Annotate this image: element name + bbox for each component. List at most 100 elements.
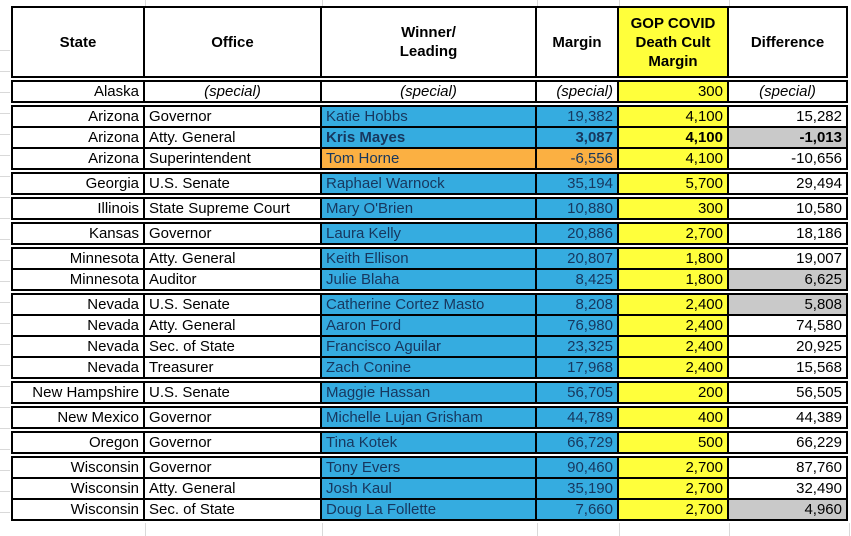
cell-office[interactable]: Governor [145,224,322,243]
header-difference[interactable]: Difference [729,8,846,76]
cell-margin[interactable]: 3,087 [537,128,619,147]
cell-state[interactable]: Illinois [13,199,145,218]
cell-state[interactable]: Wisconsin [13,458,145,477]
cell-difference[interactable]: 10,580 [796,200,842,217]
cell-state[interactable]: Nevada [13,295,145,314]
cell-difference[interactable]: 15,568 [796,359,842,376]
cell-winner[interactable]: Raphael Warnock [322,174,537,193]
cell-office[interactable]: Atty. General [145,479,322,498]
cell-difference[interactable]: 32,490 [796,480,842,497]
cell-state[interactable]: New Mexico [13,408,145,427]
cell-margin[interactable]: 56,705 [537,383,619,402]
cell-gop-margin[interactable]: 4,100 [619,149,729,168]
header-winner[interactable]: Winner/Leading [322,8,537,76]
cell-winner[interactable]: Zach Conine [322,358,537,377]
cell-margin[interactable]: 17,968 [537,358,619,377]
cell-state[interactable]: New Hampshire [13,383,145,402]
cell-difference[interactable]: 6,625 [729,270,846,289]
cell-office[interactable]: (special) [145,82,322,101]
cell-margin[interactable]: -6,556 [537,149,619,168]
cell-margin[interactable]: 8,425 [537,270,619,289]
cell-state[interactable]: Nevada [13,358,145,377]
cell-winner[interactable]: Julie Blaha [322,270,537,289]
cell-margin[interactable]: 20,807 [537,249,619,268]
cell-difference[interactable]: 74,580 [796,317,842,334]
cell-margin[interactable]: 10,880 [537,199,619,218]
cell-state[interactable]: Wisconsin [13,479,145,498]
cell-office[interactable]: Treasurer [145,358,322,377]
cell-gop-margin[interactable]: 2,400 [619,358,729,377]
cell-gop-margin[interactable]: 300 [619,82,729,101]
cell-gop-margin[interactable]: 4,100 [619,107,729,126]
cell-winner[interactable]: Catherine Cortez Masto [322,295,537,314]
cell-gop-margin[interactable]: 1,800 [619,270,729,289]
cell-winner[interactable]: Josh Kaul [322,479,537,498]
cell-office[interactable]: Atty. General [145,316,322,335]
cell-margin[interactable]: 7,660 [537,500,619,519]
cell-state[interactable]: Wisconsin [13,500,145,519]
cell-state[interactable]: Arizona [13,149,145,168]
cell-difference[interactable]: 66,229 [796,434,842,451]
cell-difference[interactable]: 87,760 [796,459,842,476]
header-margin[interactable]: Margin [537,8,619,76]
cell-gop-margin[interactable]: 2,400 [619,337,729,356]
cell-winner[interactable]: Tom Horne [322,149,537,168]
cell-gop-margin[interactable]: 2,700 [619,458,729,477]
cell-gop-margin[interactable]: 4,100 [619,128,729,147]
cell-difference[interactable]: 20,925 [796,338,842,355]
cell-office[interactable]: U.S. Senate [145,295,322,314]
cell-gop-margin[interactable]: 1,800 [619,249,729,268]
header-office[interactable]: Office [145,8,322,76]
cell-state[interactable]: Nevada [13,337,145,356]
cell-difference[interactable]: -1,013 [729,128,846,147]
cell-gop-margin[interactable]: 400 [619,408,729,427]
cell-gop-margin[interactable]: 2,700 [619,500,729,519]
cell-office[interactable]: Governor [145,107,322,126]
cell-winner[interactable]: Kris Mayes [322,128,537,147]
cell-difference[interactable]: 5,808 [729,295,846,314]
cell-difference[interactable]: 29,494 [796,175,842,192]
cell-gop-margin[interactable]: 200 [619,383,729,402]
cell-winner[interactable]: Francisco Aguilar [322,337,537,356]
cell-winner[interactable]: Mary O'Brien [322,199,537,218]
cell-gop-margin[interactable]: 500 [619,433,729,452]
cell-state[interactable]: Nevada [13,316,145,335]
cell-gop-margin[interactable]: 300 [619,199,729,218]
cell-state[interactable]: Minnesota [13,270,145,289]
cell-difference[interactable]: 56,505 [796,384,842,401]
cell-gop-margin[interactable]: 2,700 [619,479,729,498]
cell-office[interactable]: Auditor [145,270,322,289]
cell-winner[interactable]: Katie Hobbs [322,107,537,126]
cell-winner[interactable]: Maggie Hassan [322,383,537,402]
cell-gop-margin[interactable]: 2,700 [619,224,729,243]
cell-winner[interactable]: Tony Evers [322,458,537,477]
cell-state[interactable]: Minnesota [13,249,145,268]
cell-difference[interactable]: 18,186 [796,225,842,242]
cell-margin[interactable]: 23,325 [537,337,619,356]
cell-gop-margin[interactable]: 2,400 [619,295,729,314]
cell-margin[interactable]: 19,382 [537,107,619,126]
header-state[interactable]: State [13,8,145,76]
cell-state[interactable]: Arizona [13,128,145,147]
cell-office[interactable]: Sec. of State [145,337,322,356]
cell-difference[interactable]: 4,960 [729,500,846,519]
cell-state[interactable]: Arizona [13,107,145,126]
cell-office[interactable]: Governor [145,408,322,427]
cell-office[interactable]: Atty. General [145,128,322,147]
cell-margin[interactable]: 35,194 [537,174,619,193]
cell-difference[interactable]: 19,007 [796,250,842,267]
cell-office[interactable]: U.S. Senate [145,174,322,193]
cell-difference[interactable]: 44,389 [796,409,842,426]
cell-office[interactable]: Governor [145,458,322,477]
cell-gop-margin[interactable]: 2,400 [619,316,729,335]
cell-winner[interactable]: Michelle Lujan Grisham [322,408,537,427]
cell-state[interactable]: Oregon [13,433,145,452]
cell-gop-margin[interactable]: 5,700 [619,174,729,193]
cell-winner[interactable]: Tina Kotek [322,433,537,452]
cell-margin[interactable]: 8,208 [537,295,619,314]
cell-winner[interactable]: Laura Kelly [322,224,537,243]
cell-office[interactable]: Governor [145,433,322,452]
cell-office[interactable]: U.S. Senate [145,383,322,402]
cell-margin[interactable]: (special) [537,82,619,101]
cell-margin[interactable]: 35,190 [537,479,619,498]
